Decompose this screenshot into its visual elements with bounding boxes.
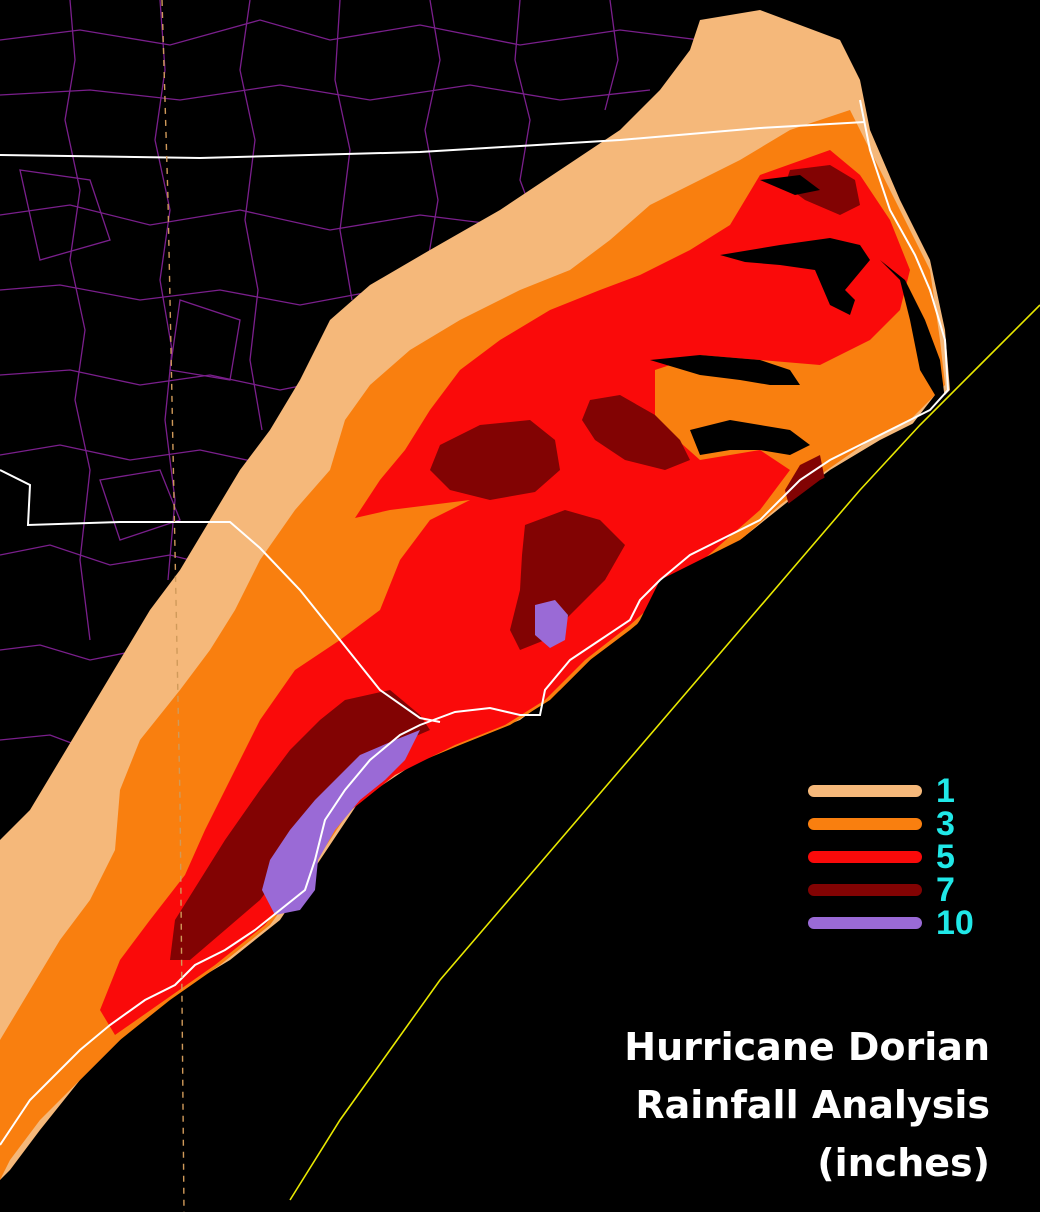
coastal-waters <box>280 175 1040 1212</box>
title-line-3: (inches) <box>817 1141 990 1185</box>
legend: 1 3 5 7 10 <box>806 772 986 946</box>
legend-label: 3 <box>936 805 955 843</box>
county-lines <box>0 0 701 751</box>
map-title: Hurricane Dorian Rainfall Analysis (inch… <box>624 1018 990 1192</box>
legend-label: 5 <box>936 838 955 876</box>
legend-item: 10 <box>806 904 986 942</box>
legend-swatch-10 <box>808 917 922 929</box>
coastline <box>0 99 950 1146</box>
rainfall-contours <box>0 10 950 1180</box>
legend-item: 5 <box>806 838 986 876</box>
legend-swatch-7 <box>808 884 922 896</box>
legend-label: 7 <box>936 871 955 909</box>
legend-item: 7 <box>806 871 986 909</box>
legend-item: 3 <box>806 805 986 843</box>
legend-label: 10 <box>936 904 974 942</box>
legend-swatch-5 <box>808 851 922 863</box>
legend-swatch-3 <box>808 818 922 830</box>
boundary-line <box>289 304 1040 1201</box>
legend-swatch-1 <box>808 785 922 797</box>
legend-label: 1 <box>936 772 955 810</box>
title-line-2: Rainfall Analysis <box>635 1083 990 1127</box>
title-line-1: Hurricane Dorian <box>624 1025 990 1069</box>
legend-item: 1 <box>806 772 986 810</box>
meridian-line <box>161 0 185 1212</box>
